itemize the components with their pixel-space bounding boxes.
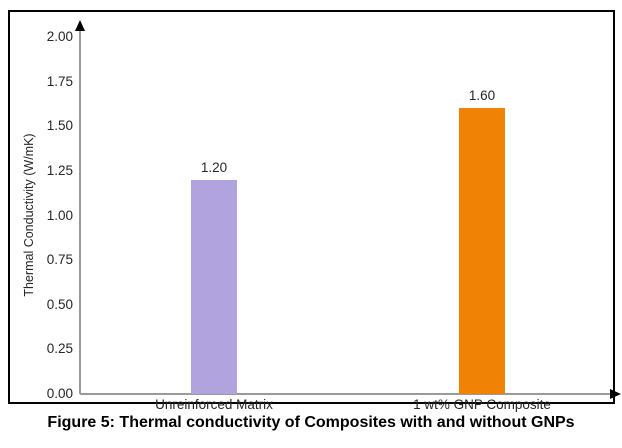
y-tick-label: 1.75 — [46, 73, 73, 89]
plot-area: Thermal Conductivity (W/mK) 0.00 0.25 0.50… — [8, 10, 621, 412]
bar-unreinforced-matrix — [191, 179, 237, 394]
y-tick-label: 0.00 — [46, 386, 73, 401]
y-tick-label: 1.00 — [46, 207, 73, 223]
y-axis-line — [79, 28, 81, 394]
y-axis-arrowhead-icon — [75, 20, 85, 31]
y-tick-label: 1.25 — [46, 162, 73, 178]
x-category-label: Unreinforced Matrix — [155, 397, 273, 412]
x-category-label: 1 wt% GNP Composite — [413, 397, 551, 412]
x-axis-arrowhead-icon — [610, 389, 621, 399]
bar-1-wt-gnp-composite — [459, 108, 505, 394]
figure-caption: Figure 5: Thermal conductivity of Compos… — [47, 414, 575, 431]
bar-value-label: 1.20 — [200, 159, 228, 175]
y-tick-label: 1.50 — [46, 118, 73, 134]
y-tick-label: 0.75 — [46, 252, 73, 268]
chart-frame: Thermal Conductivity (W/mK) 0.00 0.25 0.50… — [8, 10, 621, 412]
y-tick-label: 0.25 — [46, 341, 73, 357]
bar-value-label: 1.60 — [468, 88, 496, 104]
y-tick-label: 0.50 — [46, 296, 73, 312]
y-tick-label: 2.00 — [46, 29, 73, 44]
x-axis-line — [80, 393, 612, 395]
